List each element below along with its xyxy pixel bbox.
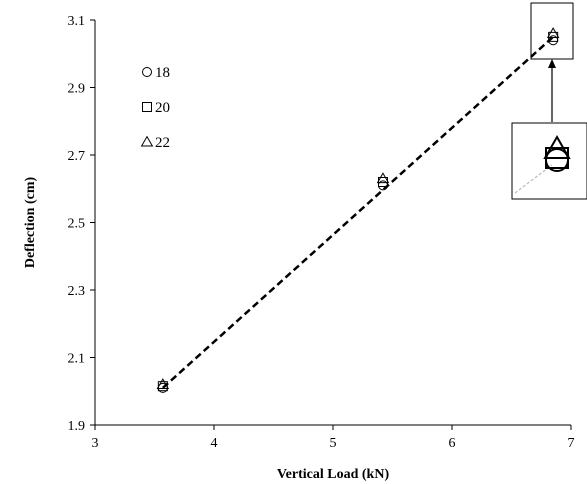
legend-marker-circle (142, 67, 152, 77)
y-tick-label: 2.7 (68, 149, 86, 164)
point-triangle (376, 172, 390, 184)
inset-zoom (511, 2, 587, 200)
point-triangle (156, 378, 170, 390)
x-tick-label: 7 (568, 436, 575, 451)
y-tick-label: 2.5 (68, 217, 86, 232)
point-triangle (546, 27, 560, 39)
x-tick-label: 3 (92, 436, 99, 451)
y-tick-label: 2.3 (68, 284, 86, 299)
y-tick-label: 3.1 (68, 14, 86, 29)
legend-label: 18 (155, 65, 170, 81)
x-tick-label: 4 (211, 436, 218, 451)
y-tick-labels: 1.9 2.1 2.3 2.5 2.7 2.9 3.1 (68, 14, 95, 434)
legend: 18 20 22 (140, 65, 170, 151)
x-axis-title: Vertical Load (kN) (277, 467, 390, 482)
y-tick-label: 2.9 (68, 82, 86, 97)
x-tick-labels: 3 4 5 6 7 (92, 425, 575, 451)
legend-label: 22 (155, 135, 170, 151)
inset-box (511, 122, 587, 200)
trendline (161, 35, 554, 389)
inset-trend-segment (514, 164, 553, 194)
legend-label: 20 (155, 100, 170, 116)
inset-arrowhead (548, 59, 556, 68)
y-tick-label: 2.1 (68, 352, 86, 367)
legend-marker-triangle (140, 135, 154, 147)
x-tick-label: 6 (449, 436, 456, 451)
inset-triangle-marker (543, 134, 571, 159)
trendline-layer (161, 35, 554, 389)
y-tick-label: 1.9 (68, 419, 86, 434)
legend-marker-square (142, 102, 152, 112)
y-axis-title: Deflection (cm) (23, 176, 38, 268)
x-tick-label: 5 (330, 436, 337, 451)
data-points (156, 27, 560, 393)
